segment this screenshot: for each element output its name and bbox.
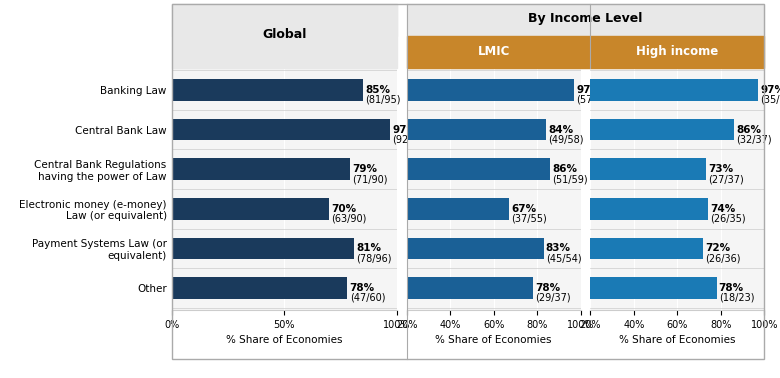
Text: (29/37): (29/37) <box>535 293 571 303</box>
Text: (35/36): (35/36) <box>760 95 780 105</box>
Text: 72%: 72% <box>706 243 731 253</box>
Text: 97%: 97% <box>576 85 601 95</box>
Text: 78%: 78% <box>349 283 374 293</box>
X-axis label: % Share of Economies: % Share of Economies <box>619 335 736 345</box>
Text: (57/59): (57/59) <box>576 95 612 105</box>
Bar <box>547 79 758 101</box>
Text: (47/60): (47/60) <box>349 293 385 303</box>
Text: (18/23): (18/23) <box>718 293 754 303</box>
Text: 78%: 78% <box>535 283 560 293</box>
Text: 85%: 85% <box>365 85 391 95</box>
Text: (63/90): (63/90) <box>332 214 367 224</box>
Text: (32/37): (32/37) <box>736 135 771 144</box>
Text: (81/95): (81/95) <box>365 95 401 105</box>
Bar <box>172 277 347 299</box>
Bar <box>363 79 574 101</box>
Text: (71/90): (71/90) <box>352 174 388 184</box>
Text: LMIC: LMIC <box>477 45 510 59</box>
Text: (92/95): (92/95) <box>392 135 428 144</box>
X-axis label: % Share of Economies: % Share of Economies <box>435 335 552 345</box>
Text: 78%: 78% <box>718 283 744 293</box>
Bar <box>363 119 546 141</box>
Text: 97%: 97% <box>760 85 780 95</box>
Bar <box>172 158 349 180</box>
Text: 70%: 70% <box>332 204 356 214</box>
Bar <box>547 277 717 299</box>
Text: 73%: 73% <box>707 164 733 174</box>
Text: (26/35): (26/35) <box>710 214 746 224</box>
Bar <box>172 79 363 101</box>
Text: (37/55): (37/55) <box>511 214 547 224</box>
X-axis label: % Share of Economies: % Share of Economies <box>226 335 342 345</box>
Text: 84%: 84% <box>548 125 573 135</box>
Bar <box>363 237 544 259</box>
Text: High income: High income <box>636 45 718 59</box>
Text: 79%: 79% <box>352 164 377 174</box>
Text: 81%: 81% <box>356 243 381 253</box>
Text: 67%: 67% <box>511 204 536 214</box>
Bar <box>363 277 533 299</box>
Text: By Income Level: By Income Level <box>528 12 643 25</box>
Bar <box>172 237 354 259</box>
Bar <box>172 198 329 220</box>
Bar <box>172 119 390 141</box>
Bar <box>547 198 707 220</box>
Text: 86%: 86% <box>552 164 577 174</box>
Text: Global: Global <box>262 28 307 40</box>
Text: (51/59): (51/59) <box>552 174 588 184</box>
Text: (45/54): (45/54) <box>546 253 581 263</box>
Text: (26/36): (26/36) <box>706 253 741 263</box>
Bar <box>547 119 734 141</box>
Text: 74%: 74% <box>710 204 736 214</box>
Bar <box>547 237 704 259</box>
Text: 97%: 97% <box>392 125 417 135</box>
Text: (78/96): (78/96) <box>356 253 392 263</box>
Text: 86%: 86% <box>736 125 761 135</box>
Text: (27/37): (27/37) <box>707 174 743 184</box>
Bar <box>363 158 550 180</box>
Bar <box>547 158 706 180</box>
Text: (49/58): (49/58) <box>548 135 583 144</box>
Text: 83%: 83% <box>546 243 571 253</box>
Bar <box>363 198 509 220</box>
